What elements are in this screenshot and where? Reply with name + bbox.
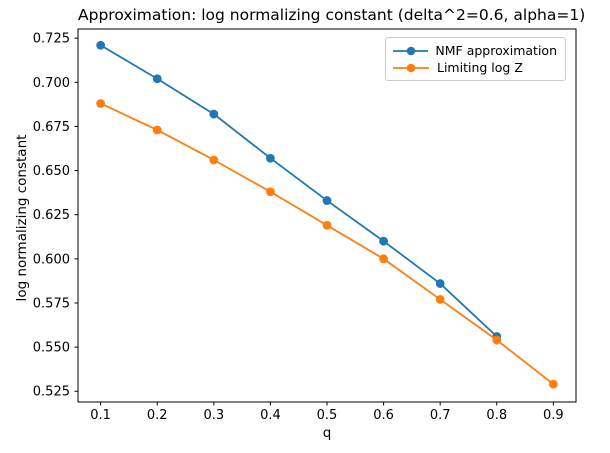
axes-spines	[77, 28, 577, 403]
x-tick-label: 0.6	[373, 408, 394, 423]
x-tick-label: 0.1	[90, 408, 111, 423]
y-tick-label: 0.575	[33, 296, 70, 311]
legend-line-sample-nmf	[393, 46, 429, 55]
data-point	[435, 295, 445, 304]
x-tick-label: 0.2	[147, 408, 168, 423]
data-point	[266, 153, 275, 163]
legend-label: NMF approximation	[435, 43, 557, 58]
x-tick-label: 0.4	[260, 408, 281, 423]
data-point	[266, 187, 275, 197]
data-point	[96, 99, 106, 108]
y-tick-label: 0.525	[33, 385, 70, 400]
data-point	[492, 335, 502, 345]
series-line-0	[100, 44, 498, 338]
x-tick-label: 0.5	[317, 408, 338, 423]
data-point	[322, 220, 332, 230]
legend-item-nmf: NMF approximation	[392, 43, 557, 58]
y-tick-label: 0.700	[33, 76, 70, 91]
legend: NMF approximation Limiting log Z	[385, 37, 566, 81]
y-tick-label: 0.725	[33, 32, 70, 47]
y-tick-label: 0.650	[33, 164, 70, 179]
data-point	[322, 196, 332, 205]
data-point	[379, 254, 388, 264]
series-line-1	[100, 102, 554, 385]
chart-title: Approximation: log normalizing constant …	[78, 6, 586, 24]
data-point	[209, 155, 219, 165]
data-point	[96, 40, 106, 50]
data-point	[379, 236, 388, 246]
data-point	[152, 74, 162, 84]
data-point	[548, 379, 558, 389]
legend-line-sample-limiting	[393, 63, 429, 72]
data-point	[152, 125, 162, 135]
y-tick-label: 0.550	[33, 341, 70, 356]
x-tick-label: 0.3	[203, 408, 224, 423]
y-tick-label: 0.600	[33, 252, 70, 267]
x-axis-label: q	[322, 425, 332, 441]
x-tick-label: 0.7	[430, 408, 451, 423]
data-point	[435, 279, 445, 288]
y-tick-label: 0.675	[33, 120, 70, 135]
y-tick-label: 0.625	[33, 208, 70, 223]
x-tick-label: 0.8	[486, 408, 507, 423]
x-tick-label: 0.9	[543, 408, 564, 423]
legend-label: Limiting log Z	[437, 60, 523, 75]
data-point	[209, 109, 219, 119]
legend-item-limiting: Limiting log Z	[392, 60, 557, 75]
